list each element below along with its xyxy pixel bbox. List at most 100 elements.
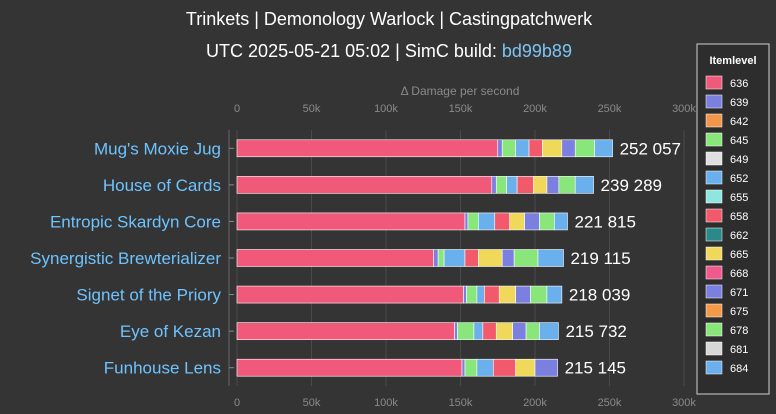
legend-entry[interactable]: 645 (730, 135, 748, 147)
bar-row (236, 322, 559, 340)
x-tick-label-bottom: 250k (598, 397, 622, 409)
bar-segment-636 (236, 285, 464, 304)
bar-segment-671 (512, 322, 527, 340)
category-label: Funhouse Lens (104, 359, 221, 378)
bar-segment-684 (539, 322, 559, 340)
bar-segment-658 (516, 176, 534, 194)
value-label: 219 115 (570, 249, 630, 268)
bar-segment-671 (561, 139, 576, 158)
legend-entry[interactable]: 671 (730, 287, 748, 299)
bar-segment-671 (524, 212, 540, 231)
bar-row (236, 139, 613, 158)
bar-row (236, 212, 568, 231)
bar-segment-678 (539, 212, 555, 231)
bar-segment-645 (437, 249, 445, 267)
x-tick-label-top: 150k (449, 103, 473, 115)
x-ticks-top: 0 50k 100k 150k 200k 250k 300k (234, 103, 696, 115)
bar-segment-636 (236, 139, 499, 158)
bar-row (236, 358, 558, 377)
x-tick-label-top: 0 (234, 103, 240, 115)
legend-swatch (705, 170, 723, 185)
bar-row (236, 176, 594, 194)
legend-title: Itemlevel (709, 55, 756, 67)
chart-subtitle: UTC 2025-05-21 05:02 | SimC build: bd99b… (206, 41, 572, 61)
category-label: Mug's Moxie Jug (94, 139, 221, 158)
bar-segment-665 (498, 285, 516, 304)
bar-segment-671 (546, 176, 560, 194)
legend-entry[interactable]: 681 (730, 344, 748, 356)
legend-entry[interactable]: 675 (730, 306, 748, 318)
legend-entry[interactable]: 662 (730, 230, 748, 242)
x-axis-label: Δ Damage per second (401, 84, 520, 98)
value-label: 218 039 (569, 286, 630, 305)
bar-segment-678 (525, 322, 540, 340)
legend-entry[interactable]: 649 (730, 154, 748, 166)
bar-segment-658 (494, 212, 510, 231)
legend-entry[interactable]: 639 (730, 97, 748, 109)
bar-segment-658 (492, 358, 516, 377)
legend-entry[interactable]: 655 (730, 192, 748, 204)
legend-swatch (705, 208, 723, 223)
bar-segment-658 (528, 139, 543, 158)
bar-segment-684 (554, 212, 568, 231)
legend-entry[interactable]: 652 (730, 173, 748, 185)
bar-segment-645 (467, 212, 479, 231)
x-tick-label-top: 100k (374, 103, 398, 115)
bar-segment-645 (457, 322, 475, 340)
chart-title: Trinkets | Demonology Warlock | Castingp… (186, 9, 593, 29)
legend-swatch (705, 132, 723, 147)
legend-swatch (705, 94, 723, 109)
bar-segment-639 (463, 285, 467, 304)
category-label: Signet of the Priory (76, 286, 221, 305)
bar-segment-639 (491, 176, 497, 194)
bar-segment-684 (537, 249, 564, 267)
bar-segment-671 (515, 285, 531, 304)
bar-segment-645 (501, 139, 516, 158)
legend-entry[interactable]: 636 (730, 78, 748, 90)
legend-swatch (705, 75, 723, 90)
bar-row (236, 249, 564, 267)
value-label: 252 057 (620, 139, 681, 158)
value-label: 215 145 (565, 359, 626, 378)
bar-segment-636 (236, 212, 466, 231)
value-label: 239 289 (601, 176, 662, 195)
bar-segment-639 (433, 249, 439, 267)
bar-segment-678 (513, 249, 539, 267)
legend-swatch (705, 360, 723, 375)
bar-series (236, 139, 613, 377)
legend-items: 636 639 642 645 649 652 655 658 662 665 668 671 675 6… (705, 75, 748, 375)
bar-segment-671 (501, 249, 515, 267)
legend-entry[interactable]: 665 (730, 249, 748, 261)
bar-segment-665 (509, 212, 525, 231)
legend-entry[interactable]: 678 (730, 325, 748, 337)
legend-swatch (705, 322, 723, 337)
bar-segment-645 (495, 176, 507, 194)
bar-segment-645 (466, 285, 478, 304)
x-ticks-bottom: 0 50k 100k 150k 200k 250k 300k (234, 397, 696, 409)
bar-segment-636 (236, 322, 455, 340)
category-label: Entropic Skardyn Core (50, 212, 221, 231)
bar-segment-658 (482, 322, 497, 340)
bar-segment-665 (495, 322, 513, 340)
category-label: Synergistic Brewterializer (30, 249, 221, 268)
legend-swatch (705, 151, 723, 166)
bar-segment-665 (515, 358, 536, 377)
legend-entry[interactable]: 642 (730, 116, 748, 128)
category-label: Eye of Kezan (120, 322, 221, 341)
bar-segment-652 (443, 249, 466, 267)
simc-build-link[interactable]: bd99b89 (502, 41, 572, 61)
x-tick-label-top: 50k (303, 103, 321, 115)
bar-segment-658 (484, 285, 500, 304)
bar-segment-658 (464, 249, 479, 267)
value-labels: 252 057 239 289 221 815 219 115 218 039 215 7… (565, 139, 681, 377)
legend-swatch (705, 246, 723, 261)
legend-entry[interactable]: 668 (730, 268, 748, 280)
subtitle-text: UTC 2025-05-21 05:02 | SimC build: (206, 41, 502, 61)
legend-swatch (705, 341, 723, 356)
legend-entry[interactable]: 684 (730, 363, 748, 375)
legend-swatch (705, 265, 723, 280)
bar-segment-665 (542, 139, 563, 158)
legend-swatch (705, 284, 723, 299)
legend-entry[interactable]: 658 (730, 211, 748, 223)
